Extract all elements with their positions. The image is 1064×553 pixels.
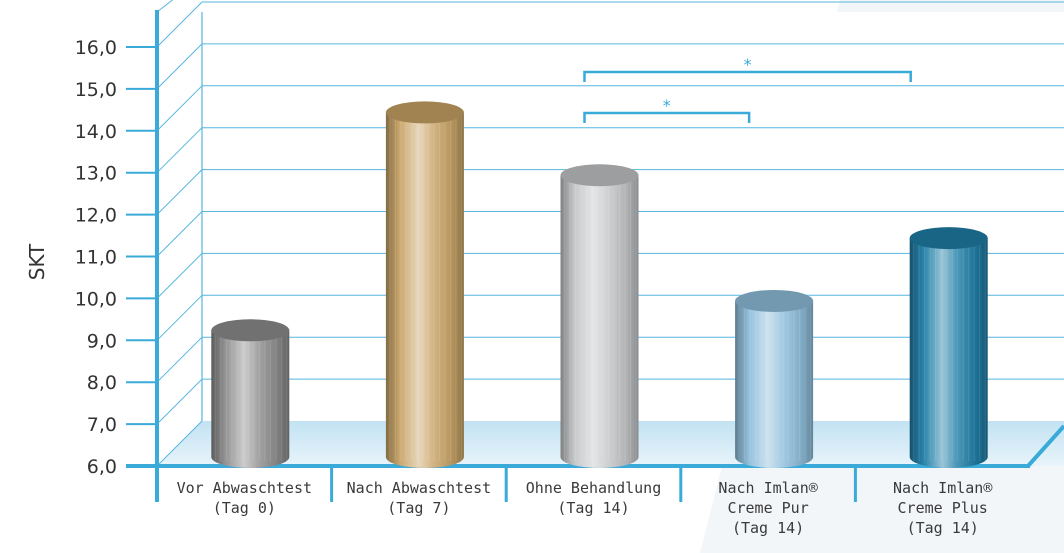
gridline-side <box>156 253 203 299</box>
bar-cylinder <box>211 319 290 468</box>
y-tick-label: 11,0 <box>75 247 117 269</box>
y-tick-label: 16,0 <box>75 37 117 59</box>
bar-top <box>909 227 988 250</box>
gridline-side <box>156 211 203 257</box>
bar-cylinder <box>385 101 464 469</box>
gridline-side <box>156 85 203 132</box>
y-tick-label: 7,0 <box>87 414 117 436</box>
bar-top <box>211 319 290 342</box>
x-category-label: (Tag 14) <box>732 519 804 537</box>
gridline-side <box>156 336 203 383</box>
bar-cylinder <box>735 289 814 468</box>
x-category-label: Creme Pur <box>727 499 808 517</box>
x-category-label: Vor Abwaschtest <box>177 479 312 497</box>
gridline-side <box>156 378 203 425</box>
bar-body <box>560 175 639 468</box>
side-wall-top <box>156 0 174 13</box>
y-tick-label: 6,0 <box>87 456 117 478</box>
x-category-label: Nach Abwaschtest <box>347 479 492 497</box>
bar-body <box>385 112 464 469</box>
y-tick-label: 14,0 <box>75 121 117 143</box>
significance-star: * <box>744 55 752 74</box>
bar-top <box>560 164 639 187</box>
y-tick-label: 9,0 <box>87 330 117 352</box>
gridline-side <box>156 294 203 341</box>
significance-bracket <box>583 70 912 82</box>
bar-body <box>735 300 814 468</box>
bar-top <box>735 289 814 312</box>
y-axis-label: SKT <box>25 243 49 280</box>
x-category-label: (Tag 14) <box>557 499 629 517</box>
gridline-side <box>156 169 203 215</box>
y-tick-label: 12,0 <box>75 205 117 227</box>
y-tick-label: 8,0 <box>87 372 117 394</box>
gridline-side <box>156 127 203 174</box>
bar-cylinder <box>560 164 639 468</box>
x-category-label: Nach Imlan® <box>718 479 818 497</box>
x-category-label: (Tag 14) <box>907 519 979 537</box>
x-category-label: Nach Imlan® <box>893 479 993 497</box>
significance-bracket <box>583 111 751 123</box>
x-category-label: Creme Plus <box>898 499 988 517</box>
y-tick-label: 15,0 <box>75 79 117 101</box>
x-axis-depth <box>1026 424 1064 468</box>
gridline-side <box>156 420 203 467</box>
x-category-label: (Tag 7) <box>387 499 450 517</box>
significance-star: * <box>663 96 671 115</box>
bar-cylinder <box>909 227 988 468</box>
bar-top <box>385 101 464 124</box>
gridline-side <box>156 43 203 90</box>
x-category-label: Ohne Behandlung <box>526 479 661 497</box>
x-category-label: (Tag 0) <box>213 499 276 517</box>
y-tick-label: 13,0 <box>75 163 117 185</box>
bar-body <box>211 330 290 468</box>
y-tick-label: 10,0 <box>75 288 117 310</box>
gridline-side <box>156 1 203 48</box>
bar-body <box>909 238 988 468</box>
